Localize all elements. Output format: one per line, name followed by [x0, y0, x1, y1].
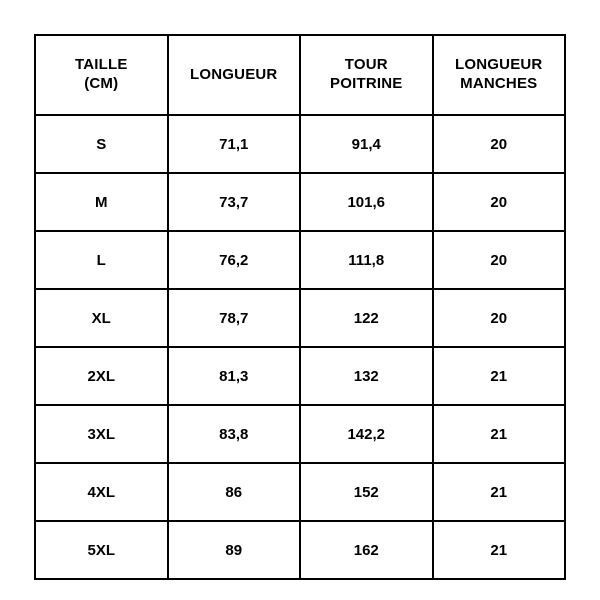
table-header: TAILLE (CM) LONGUEUR TOUR POITRINE LONGU…	[35, 35, 565, 115]
cell-length: 76,2	[168, 231, 301, 289]
cell-length: 71,1	[168, 115, 301, 173]
cell-chest: 162	[300, 521, 433, 579]
header-row: TAILLE (CM) LONGUEUR TOUR POITRINE LONGU…	[35, 35, 565, 115]
cell-size: M	[35, 173, 168, 231]
cell-size: 2XL	[35, 347, 168, 405]
col-header-size-line2: (CM)	[84, 75, 118, 92]
col-header-sleeve-line1: LONGUEUR	[455, 56, 542, 73]
col-header-length: LONGUEUR	[168, 35, 301, 115]
table-row: L 76,2 111,8 20	[35, 231, 565, 289]
table-row: 4XL 86 152 21	[35, 463, 565, 521]
cell-length: 83,8	[168, 405, 301, 463]
size-chart-container: TAILLE (CM) LONGUEUR TOUR POITRINE LONGU…	[0, 0, 600, 600]
cell-length: 86	[168, 463, 301, 521]
cell-size: XL	[35, 289, 168, 347]
table-row: 2XL 81,3 132 21	[35, 347, 565, 405]
cell-sleeve: 20	[433, 115, 566, 173]
col-header-size-line1: TAILLE	[75, 56, 128, 73]
cell-size: 5XL	[35, 521, 168, 579]
cell-chest: 111,8	[300, 231, 433, 289]
cell-sleeve: 21	[433, 521, 566, 579]
cell-size: L	[35, 231, 168, 289]
cell-chest: 142,2	[300, 405, 433, 463]
cell-sleeve: 21	[433, 405, 566, 463]
cell-size: 4XL	[35, 463, 168, 521]
cell-length: 78,7	[168, 289, 301, 347]
col-header-sleeve-line2: MANCHES	[460, 75, 537, 92]
cell-sleeve: 21	[433, 463, 566, 521]
cell-length: 73,7	[168, 173, 301, 231]
table-row: XL 78,7 122 20	[35, 289, 565, 347]
col-header-length-line1: LONGUEUR	[190, 66, 277, 83]
table-row: 5XL 89 162 21	[35, 521, 565, 579]
col-header-sleeve: LONGUEUR MANCHES	[433, 35, 566, 115]
table-row: 3XL 83,8 142,2 21	[35, 405, 565, 463]
col-header-chest-line1: TOUR	[345, 56, 388, 73]
cell-chest: 91,4	[300, 115, 433, 173]
table-row: M 73,7 101,6 20	[35, 173, 565, 231]
cell-sleeve: 20	[433, 289, 566, 347]
table-body: S 71,1 91,4 20 M 73,7 101,6 20 L 76,2 11…	[35, 115, 565, 579]
size-chart-table: TAILLE (CM) LONGUEUR TOUR POITRINE LONGU…	[34, 34, 566, 580]
cell-chest: 101,6	[300, 173, 433, 231]
cell-sleeve: 21	[433, 347, 566, 405]
cell-size: S	[35, 115, 168, 173]
cell-sleeve: 20	[433, 231, 566, 289]
cell-sleeve: 20	[433, 173, 566, 231]
col-header-size: TAILLE (CM)	[35, 35, 168, 115]
cell-chest: 132	[300, 347, 433, 405]
cell-chest: 152	[300, 463, 433, 521]
col-header-chest-line2: POITRINE	[330, 75, 402, 92]
table-row: S 71,1 91,4 20	[35, 115, 565, 173]
col-header-chest: TOUR POITRINE	[300, 35, 433, 115]
cell-size: 3XL	[35, 405, 168, 463]
cell-length: 89	[168, 521, 301, 579]
cell-length: 81,3	[168, 347, 301, 405]
cell-chest: 122	[300, 289, 433, 347]
